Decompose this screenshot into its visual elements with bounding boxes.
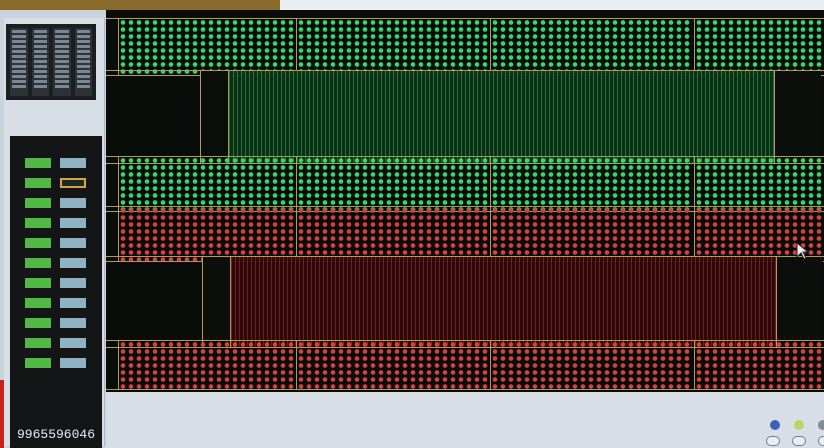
- red-band-block: [106, 256, 824, 348]
- green-dot-cell[interactable]: [490, 157, 691, 211]
- meter-green-cell: [25, 298, 51, 308]
- meter-blue-cell[interactable]: [60, 198, 86, 208]
- status-icon[interactable]: [766, 436, 780, 446]
- meter-blue-cell[interactable]: [60, 158, 86, 168]
- meter-blue-cell[interactable]: [60, 238, 86, 248]
- green-dot-cell[interactable]: [490, 19, 691, 75]
- meter-green-cell: [25, 238, 51, 248]
- mouse-cursor-icon: [796, 242, 810, 260]
- status-icon[interactable]: [792, 436, 806, 446]
- meter-blue-cell[interactable]: [60, 318, 86, 328]
- meter-blue-cell[interactable]: [60, 298, 86, 308]
- status-indicators: [770, 420, 824, 430]
- status-icons: [766, 436, 824, 446]
- meter-green-cell: [25, 318, 51, 328]
- meter-green-cell: [25, 258, 51, 268]
- red-block-cell[interactable]: [230, 257, 777, 347]
- meter-blue-cell[interactable]: [60, 338, 86, 348]
- window-top-bar: [0, 0, 280, 10]
- mini-column: [53, 28, 71, 96]
- green-dot-cell[interactable]: [296, 19, 489, 75]
- red-dot-cell[interactable]: [118, 341, 295, 389]
- separator-cell: [774, 71, 821, 163]
- meter-blue-cell[interactable]: [60, 218, 86, 228]
- mini-column: [10, 28, 28, 96]
- red-dot-cell[interactable]: [490, 207, 691, 261]
- meter-selected-cell[interactable]: [60, 178, 86, 188]
- green-dot-cell[interactable]: [694, 157, 823, 211]
- status-dot: [818, 420, 824, 430]
- separator-cell: [776, 257, 823, 347]
- red-dot-cell[interactable]: [296, 207, 489, 261]
- meter-green-cell: [25, 198, 51, 208]
- left-edge-accent: [0, 380, 4, 448]
- status-dot: [770, 420, 780, 430]
- green-band-top: [106, 18, 824, 76]
- red-band-bottom: [106, 340, 824, 390]
- red-dot-cell[interactable]: [296, 341, 489, 389]
- green-dot-cell[interactable]: [296, 157, 489, 211]
- meter-green-cell: [25, 178, 51, 188]
- meter-green-cell: [25, 158, 51, 168]
- separator-cell: [202, 257, 231, 347]
- green-band-bottom: [106, 156, 824, 212]
- green-dot-cell[interactable]: [694, 19, 823, 75]
- status-dot: [794, 420, 804, 430]
- meter-green-cell: [25, 338, 51, 348]
- meter-blue-cell[interactable]: [60, 358, 86, 368]
- meter-green-cell: [25, 218, 51, 228]
- red-dot-cell[interactable]: [694, 341, 823, 389]
- mini-column: [31, 28, 49, 96]
- meter-blue-cell[interactable]: [60, 258, 86, 268]
- status-icon[interactable]: [818, 436, 824, 446]
- mini-monitor-panel: [6, 24, 96, 100]
- window-top-bar-right: [280, 0, 824, 10]
- status-area: [106, 392, 824, 448]
- meter-green-cell: [25, 358, 51, 368]
- mini-column: [74, 28, 92, 96]
- red-band-top: [106, 206, 824, 262]
- red-dot-cell[interactable]: [490, 341, 691, 389]
- meter-blue-cell[interactable]: [60, 278, 86, 288]
- green-band-block: [106, 70, 824, 164]
- level-meter: [10, 136, 102, 448]
- signal-display: [106, 10, 824, 392]
- green-dot-cell[interactable]: [118, 157, 295, 211]
- device-counter: 9965596046: [10, 424, 102, 446]
- green-block-cell[interactable]: [228, 71, 775, 163]
- meter-green-cell: [25, 278, 51, 288]
- separator-cell: [200, 71, 229, 163]
- red-dot-cell[interactable]: [118, 207, 295, 261]
- green-dot-cell[interactable]: [118, 19, 295, 75]
